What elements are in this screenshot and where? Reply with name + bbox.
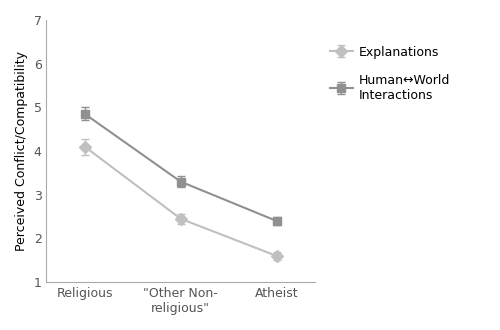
Legend: Explanations, Human↔World
Interactions: Explanations, Human↔World Interactions	[324, 39, 456, 108]
Y-axis label: Perceived Conflict/Compatibility: Perceived Conflict/Compatibility	[15, 51, 28, 251]
